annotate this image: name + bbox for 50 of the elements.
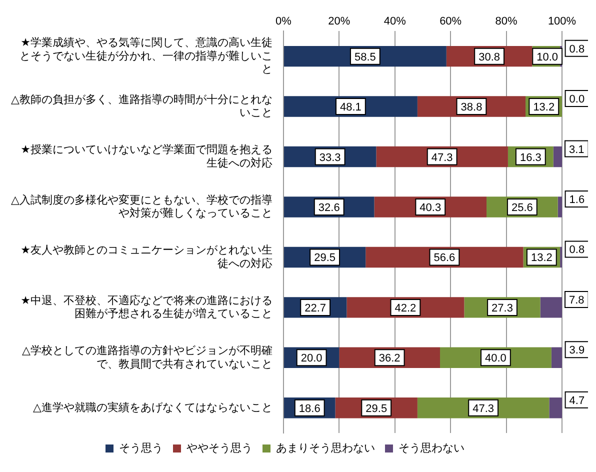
data-label: 22.7 — [304, 302, 326, 314]
y-tick-label: ★中退、不登校、不適応などで将来の進路における困難が予想される生徒が増えていること — [20, 294, 272, 320]
data-label: 3.1 — [568, 144, 584, 156]
x-tick-label: 100% — [548, 16, 576, 28]
y-tick-label: △入試制度の多様化や変更にともない、学校での指導や対策が難しくなっていること — [10, 193, 272, 220]
data-label: 1.6 — [569, 194, 585, 206]
data-label: 48.1 — [340, 102, 362, 114]
x-tick-label: 20% — [328, 16, 350, 28]
x-tick-label: 0% — [276, 16, 292, 28]
data-label: 20.0 — [300, 352, 322, 365]
x-tick-label: 60% — [440, 16, 462, 28]
data-label: 16.3 — [520, 152, 542, 164]
legend-label: そう思わない — [398, 442, 464, 455]
x-tick-label: 80% — [495, 16, 518, 28]
y-tick-label: △教師の負担が多く、進路指導の時間が十分にとれないこと — [10, 92, 272, 120]
y-tick-label: ★学業成績や、やる気等に関して、意識の高い生徒とそうでない生徒が分かれ、一律の指導が難しいこと — [19, 36, 272, 76]
data-label: 47.3 — [431, 152, 453, 164]
data-label: 29.5 — [366, 402, 388, 415]
data-label: 56.6 — [434, 252, 456, 264]
y-tick-label: ★友人や教師とのコミュニケーションがとれない生徒への対応 — [20, 244, 272, 270]
data-label: 13.2 — [530, 252, 552, 264]
legend-label: あまりそう思わない — [276, 442, 375, 455]
data-label: 40.0 — [484, 352, 506, 365]
data-label: 47.3 — [472, 402, 494, 415]
data-label: 42.2 — [394, 302, 416, 314]
x-tick-label: 40% — [384, 16, 406, 28]
y-tick-label: ★授業についていけないなど学業面で問題を抱える生徒への対応 — [20, 144, 272, 170]
data-label: 13.2 — [533, 102, 555, 114]
legend-label: そう思う — [119, 442, 163, 455]
data-label: 0.0 — [569, 94, 585, 106]
data-label: 7.8 — [568, 294, 584, 306]
data-label: 27.3 — [492, 302, 513, 314]
data-label: 32.6 — [318, 202, 340, 214]
legend-label: ややそう思う — [186, 442, 252, 455]
data-label: 0.8 — [569, 43, 585, 56]
data-label: 36.2 — [378, 352, 400, 365]
y-tick-label: △学校としての進路指導の方針やビジョンが不明確で、教員間で共有されていないこと — [22, 344, 272, 370]
data-label: 33.3 — [319, 152, 341, 164]
data-label: 58.5 — [354, 51, 376, 64]
data-label: 10.0 — [536, 51, 558, 64]
data-label: 40.3 — [420, 202, 442, 214]
data-label: 29.5 — [314, 252, 336, 264]
data-label: 38.8 — [460, 102, 482, 114]
data-label: 4.7 — [569, 394, 585, 407]
data-label: 30.8 — [478, 51, 500, 64]
data-label: 25.6 — [511, 202, 533, 214]
data-label: 3.9 — [569, 344, 585, 357]
data-label: 18.6 — [298, 402, 320, 415]
data-label: 0.8 — [569, 244, 585, 256]
y-tick-label: △進学や就職の実績をあげなくてはならないこと — [32, 400, 272, 414]
